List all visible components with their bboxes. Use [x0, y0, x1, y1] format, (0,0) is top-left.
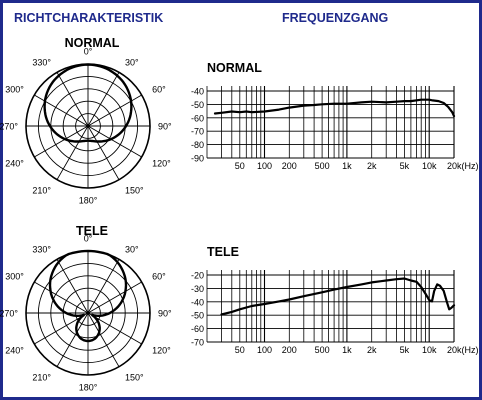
polar-angle-label: 210°	[32, 373, 51, 383]
response-curve	[213, 98, 456, 118]
polar-spoke	[34, 125, 89, 158]
polar-angle-label: 120°	[152, 159, 171, 169]
polar-angle-label: 180°	[79, 196, 98, 206]
response-y-tick-label: -40	[191, 297, 204, 307]
frequency-response-tele: TELE -20 -30 -40 -50 -60 -70 50 100 200 500 1k 2k 5k 1…	[191, 245, 479, 355]
polar-angle-label: 180°	[79, 383, 98, 393]
polar-angle-label: 60°	[152, 272, 166, 282]
response-x-tick-label: 500	[315, 161, 330, 171]
polar-spoke	[87, 125, 142, 158]
response-y-tick-label: -70	[191, 338, 204, 348]
polar-pattern-curve	[43, 63, 133, 143]
response-x-tick-label: 100	[257, 345, 272, 355]
polar-angle-label: 0°	[84, 47, 93, 57]
polar-spoke	[34, 94, 89, 127]
response-title: NORMAL	[207, 61, 262, 75]
polar-angle-label: 0°	[84, 234, 93, 244]
response-y-tick-label: -30	[191, 284, 204, 294]
polar-spoke	[87, 72, 120, 127]
response-x-tick-label: 1k	[342, 345, 352, 355]
polar-angle-label: 300°	[5, 272, 24, 282]
response-x-tick-label: 5k	[400, 161, 410, 171]
polar-angle-label: 210°	[32, 186, 51, 196]
response-x-tick-label: 20k(Hz)	[447, 161, 479, 171]
polar-spoke	[56, 259, 89, 314]
response-x-tick-label: 50	[235, 161, 245, 171]
polar-angle-label: 60°	[152, 85, 166, 95]
response-x-tick-label: 500	[315, 345, 330, 355]
polar-angle-label: 120°	[152, 346, 171, 356]
response-x-tick-label: 1k	[342, 161, 352, 171]
polar-title: TELE	[76, 224, 108, 238]
response-x-tick-label: 100	[257, 161, 272, 171]
polar-angle-label: 240°	[5, 159, 24, 169]
polar-spoke	[87, 94, 142, 127]
response-y-tick-label: -70	[191, 127, 204, 137]
polar-spoke	[87, 281, 142, 314]
polar-angle-label: 330°	[32, 57, 51, 67]
response-x-tick-label: 5k	[400, 345, 410, 355]
polar-spoke	[87, 125, 120, 180]
polar-angle-label: 300°	[5, 85, 24, 95]
polar-angle-label: 150°	[125, 186, 144, 196]
response-y-tick-label: -90	[191, 154, 204, 164]
response-x-tick-label: 10k	[422, 345, 437, 355]
response-y-tick-label: -20	[191, 271, 204, 281]
response-x-tick-label: 200	[282, 161, 297, 171]
response-x-tick-label: 10k	[422, 161, 437, 171]
response-y-tick-label: -50	[191, 100, 204, 110]
polar-spoke	[87, 259, 120, 314]
polar-angle-label: 240°	[5, 346, 24, 356]
response-y-tick-label: -50	[191, 311, 204, 321]
response-x-tick-label: 2k	[367, 161, 377, 171]
polar-angle-label: 90°	[158, 309, 172, 319]
response-y-tick-label: -60	[191, 324, 204, 334]
polar-angle-label: 270°	[0, 309, 18, 319]
polar-angle-label: 330°	[32, 244, 51, 254]
frequency-response-normal: NORMAL -40 -50 -60 -70 -80 -90 50 100 200 500 1k 2k 5…	[191, 61, 479, 171]
polar-pattern-curve	[48, 249, 128, 343]
response-curve	[220, 277, 456, 316]
response-x-tick-label: 50	[235, 345, 245, 355]
polar-angle-label: 270°	[0, 122, 18, 132]
polar-spoke	[34, 281, 89, 314]
polar-angle-label: 30°	[125, 57, 139, 67]
response-x-tick-label: 2k	[367, 345, 377, 355]
polar-title: NORMAL	[65, 36, 120, 50]
response-y-tick-label: -60	[191, 113, 204, 123]
response-x-tick-label: 20k(Hz)	[447, 345, 479, 355]
polar-spoke	[56, 72, 89, 127]
response-y-tick-label: -80	[191, 140, 204, 150]
header-left-title: RICHTCHARAKTERISTIK	[14, 11, 163, 25]
polar-angle-label: 30°	[125, 244, 139, 254]
polar-angle-label: 90°	[158, 122, 172, 132]
header-right-title: FREQUENZGANG	[282, 11, 388, 25]
response-x-tick-label: 200	[282, 345, 297, 355]
polar-spoke	[56, 125, 89, 180]
response-y-tick-label: -40	[191, 87, 204, 97]
response-title: TELE	[207, 245, 239, 259]
polar-spoke	[87, 312, 120, 367]
polar-angle-label: 150°	[125, 373, 144, 383]
polar-spoke	[56, 312, 89, 367]
